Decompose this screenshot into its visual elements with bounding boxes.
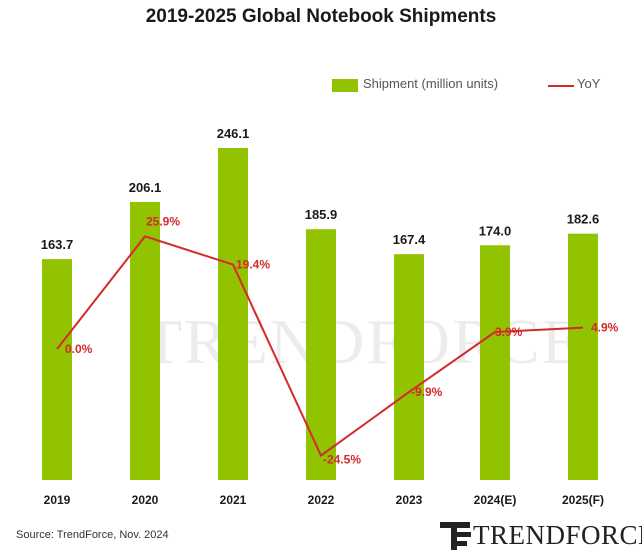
trendforce-logo-icon (440, 522, 471, 550)
yoy-value-label: 25.9% (146, 214, 180, 228)
bar-value-label: 206.1 (129, 180, 162, 195)
bar-value-label: 182.6 (567, 212, 600, 227)
bar-2020 (130, 201, 160, 481)
bar-2021 (218, 148, 248, 480)
legend-label-yoy: YoY (577, 76, 601, 91)
yoy-line (56, 235, 584, 458)
x-tick-label: 2022 (308, 493, 335, 507)
yoy-value-label: 0.0% (65, 342, 93, 356)
bar-value-label: 163.7 (41, 237, 74, 252)
chart-title: 2019-2025 Global Notebook Shipments (145, 6, 497, 27)
x-tick-label: 2019 (44, 493, 71, 507)
bar-2019 (42, 259, 72, 480)
bar-value-label: 246.1 (217, 126, 250, 141)
yoy-value-label: -9.9% (411, 385, 443, 399)
x-tick-label: 2024(E) (474, 493, 517, 507)
x-tick-label: 2023 (396, 493, 423, 507)
yoy-value-label: 19.4% (236, 258, 270, 272)
bar-value-label: 174.0 (479, 223, 512, 238)
bar-2023 (394, 254, 424, 480)
legend-label-shipment: Shipment (million units) (363, 76, 499, 91)
source-note: Source: TrendForce, Nov. 2024 (16, 529, 169, 541)
bar-value-label: 167.4 (393, 232, 426, 247)
logo-wordmark: TRENDFORCE (473, 520, 642, 550)
bar-2025(F) (568, 233, 598, 480)
x-tick-label: 2020 (132, 493, 159, 507)
bar-value-label: 185.9 (305, 207, 338, 222)
yoy-value-label: -24.5% (323, 453, 361, 467)
yoy-value-label: 4.9% (591, 321, 619, 335)
bar-2022 (306, 229, 336, 480)
legend-swatch-yoy (548, 85, 574, 87)
yoy-value-label: 3.9% (495, 325, 523, 339)
x-tick-label: 2021 (220, 493, 247, 507)
legend-swatch-shipment (332, 79, 358, 92)
bar-2024(E) (480, 245, 510, 480)
x-tick-label: 2025(F) (562, 493, 604, 507)
